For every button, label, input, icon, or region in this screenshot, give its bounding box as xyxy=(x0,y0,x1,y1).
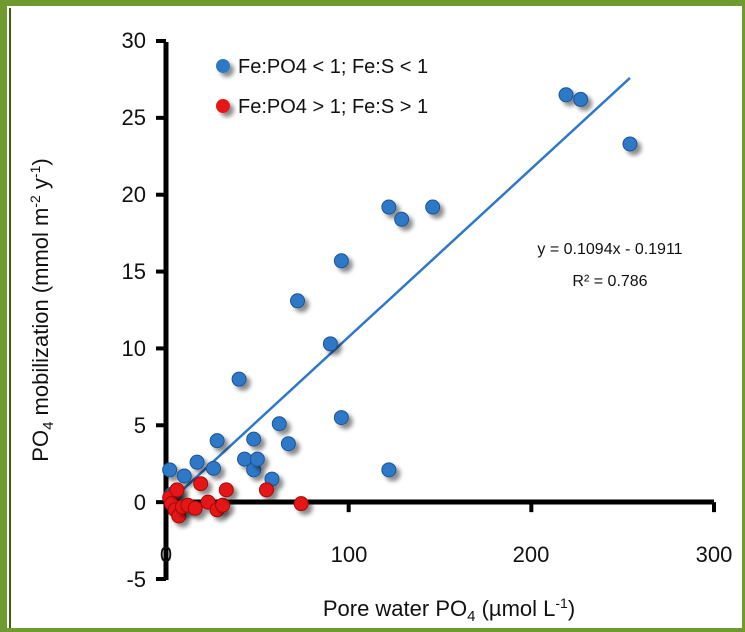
data-point-blue xyxy=(333,253,349,269)
regression-line xyxy=(170,77,631,501)
data-point-blue xyxy=(290,293,306,309)
data-point-blue xyxy=(381,462,397,478)
data-point-red xyxy=(215,497,231,513)
data-point-blue xyxy=(573,91,589,107)
y-tick-label: -5 xyxy=(126,567,146,592)
data-point-red xyxy=(218,482,234,498)
data-point-blue xyxy=(280,436,296,452)
y-tick-label: 10 xyxy=(122,336,146,361)
data-point-blue xyxy=(381,199,397,215)
x-tick-labels: 0 100 200 300 xyxy=(160,542,732,567)
y-tick-label: 0 xyxy=(134,490,146,515)
x-tick-label: 200 xyxy=(513,542,550,567)
y-axis-title: PO4 mobilization (mmol m-2 y-1) xyxy=(27,158,57,461)
y-axis-title-sub: 4 xyxy=(40,422,57,430)
y-axis-title-sup1: -2 xyxy=(27,195,43,208)
data-point-blue xyxy=(622,136,638,152)
data-point-blue xyxy=(558,87,574,103)
legend-marker-blue xyxy=(216,59,230,73)
y-tick-label: 15 xyxy=(122,259,146,284)
x-axis-title-sup: -1 xyxy=(555,595,568,611)
legend-marker-red xyxy=(216,99,230,113)
y-axis-title-sup2: -1 xyxy=(27,165,43,178)
data-point-blue xyxy=(209,433,225,449)
x-axis-title-sub: 4 xyxy=(467,608,475,625)
legend: Fe:PO4 < 1; Fe:S < 1 Fe:PO4 > 1; Fe:S > … xyxy=(216,56,428,118)
data-point-blue xyxy=(231,371,247,387)
y-tick-label: 30 xyxy=(122,28,146,53)
data-point-red xyxy=(258,482,274,498)
y-axis-title-close: ) xyxy=(28,158,53,165)
x-tick-label: 300 xyxy=(696,542,733,567)
legend-label-blue: Fe:PO4 < 1; Fe:S < 1 xyxy=(238,56,428,78)
x-axis-title-unit: (µmol L xyxy=(475,596,555,621)
y-axis-title-main: PO xyxy=(28,430,53,462)
data-point-blue xyxy=(333,410,349,426)
y-tick-label: 20 xyxy=(122,182,146,207)
data-points xyxy=(162,87,638,524)
r-squared: R² = 0.786 xyxy=(572,273,647,290)
data-point-red xyxy=(293,496,309,512)
data-point-blue xyxy=(176,468,192,484)
x-axis-title: Pore water PO4 (µmol L-1) xyxy=(323,595,575,625)
frame-inner-line xyxy=(9,8,11,628)
x-tick-label: 0 xyxy=(160,542,172,567)
y-tick-label: 25 xyxy=(122,105,146,130)
data-point-red xyxy=(169,482,185,498)
data-point-blue xyxy=(189,454,205,470)
data-point-red xyxy=(193,476,209,492)
data-point-blue xyxy=(425,199,441,215)
x-axis-title-close: ) xyxy=(568,596,575,621)
y-axis-title-rest: mobilization (mmol m xyxy=(28,208,53,422)
data-point-blue xyxy=(322,336,338,352)
data-point-blue xyxy=(205,460,221,476)
data-point-blue xyxy=(394,211,410,227)
data-point-blue xyxy=(246,431,262,447)
legend-label-red: Fe:PO4 > 1; Fe:S > 1 xyxy=(238,96,428,118)
data-point-red xyxy=(187,500,203,516)
data-point-blue xyxy=(162,462,178,478)
y-tick-label: 5 xyxy=(134,413,146,438)
axis-ticks xyxy=(156,39,716,581)
data-point-blue xyxy=(249,451,265,467)
x-axis-title-main: Pore water PO xyxy=(323,596,467,621)
y-axis-title-mid: y xyxy=(28,178,53,195)
y-tick-labels: -5 0 5 10 15 20 25 30 xyxy=(122,28,146,592)
regression-equation: y = 0.1094x - 0.1911 xyxy=(537,241,682,258)
x-tick-label: 100 xyxy=(331,542,368,567)
data-point-blue xyxy=(271,416,287,432)
